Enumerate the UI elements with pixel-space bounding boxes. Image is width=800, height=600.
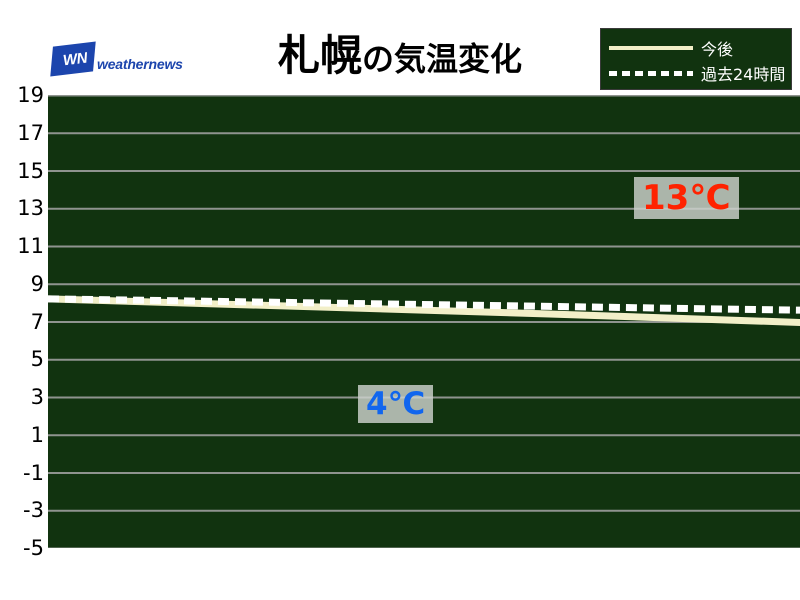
y-axis-tick-label: 3 [30,385,44,409]
page-title-city: 札幌 [277,31,362,80]
series-lines [48,295,800,326]
horizontal-gridlines [48,95,800,548]
y-axis-tick-label: 9 [30,271,44,296]
legend-label-forecast: 今後 [701,39,734,59]
page-title-rest: の気温変化 [362,40,523,78]
legend-swatch-dashed-icon [609,66,693,80]
weathernews-logo: WN weathernews [50,41,192,82]
y-axis-tick-label: -3 [23,498,44,523]
high-temp-callout: 13℃ [634,177,739,219]
y-axis-tick-label: 11 [17,234,44,258]
y-axis-tick-label: 13 [17,196,44,221]
y-axis-tick-label: 17 [17,120,44,145]
low-temp-callout: 4℃ [358,385,434,423]
y-axis-tick-label: 15 [17,158,44,183]
y-axis-tick-label: -1 [23,460,44,485]
legend-item-past24h: 過去24時間 [609,60,786,85]
y-axis-tick-label: 19 [17,83,44,107]
chart-plot-area [48,95,800,548]
y-axis-tick-label: 7 [30,309,44,334]
y-axis-tick-label: 5 [30,347,44,372]
legend-item-forecast: 今後 [609,35,783,60]
logo-wordmark: weathernews [97,56,183,72]
y-axis-tick-label: 1 [30,422,44,447]
chart-svg [48,95,800,548]
page-title: 札幌の気温変化 [0,22,800,83]
chart-legend: 今後 過去24時間 [600,28,792,90]
y-axis-tick-label: -5 [23,536,44,560]
legend-swatch-solid-icon [609,41,693,55]
legend-label-past24h: 過去24時間 [701,64,786,84]
